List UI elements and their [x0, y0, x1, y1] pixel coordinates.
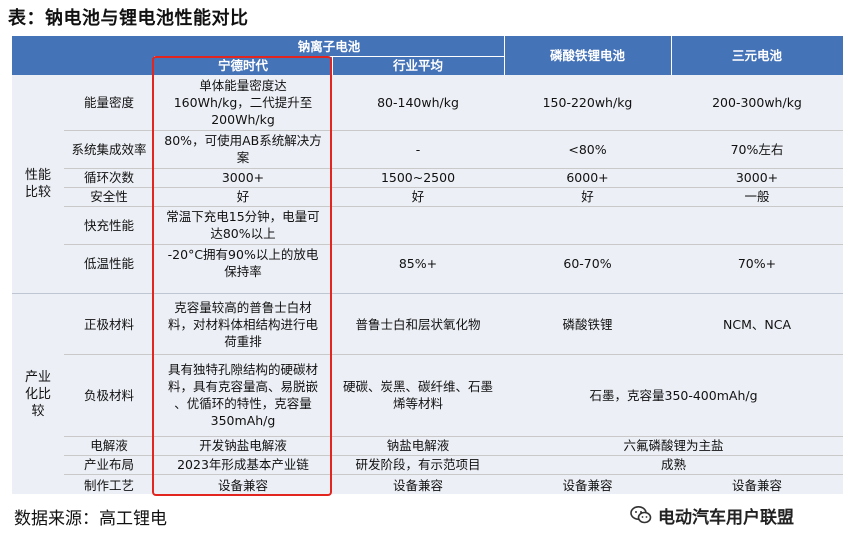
cell-catl: 开发钠盐电解液 — [199, 438, 287, 453]
cell-industry: 85%+ — [398, 255, 438, 271]
cell-lfp: 设备兼容 — [562, 477, 613, 493]
row-label: 能量密度 — [83, 95, 134, 110]
cell-lfp — [504, 206, 671, 244]
cell-ternary: NCM、NCA — [723, 316, 791, 332]
cell-catl: 单体能量密度达 160Wh/kg，二代提升至 200Wh/kg — [173, 78, 313, 127]
cell-industry: 普鲁士白和层状氧化物 — [355, 316, 481, 332]
row-label: 循环次数 — [83, 170, 134, 185]
header-sodium: 钠离子电池 — [154, 36, 504, 56]
group-performance: 性能 比较 — [24, 168, 51, 200]
cell-industry: 研发阶段，有示范项目 — [355, 457, 481, 472]
row-divider — [64, 436, 843, 437]
cell-catl: 克容量较高的普鲁士白材 料，对材料体相结构进行电 荷重排 — [167, 299, 318, 349]
cell-ternary: 70%+ — [737, 255, 777, 271]
header-metric — [64, 36, 154, 75]
cell-ternary: 3000+ — [735, 170, 779, 185]
cell-catl: 3000+ — [221, 170, 265, 185]
brand-name: 电动汽车用户联盟 — [658, 507, 794, 528]
cell-ternary: 一般 — [744, 189, 770, 204]
row-divider — [64, 244, 843, 245]
cell-industry: 好 — [411, 189, 425, 204]
row-label: 系统集成效率 — [71, 141, 147, 157]
row-divider — [64, 455, 843, 456]
cell-lfp: 6000+ — [566, 170, 609, 185]
cell-industry: - — [415, 141, 421, 157]
header-industry: 行业平均 — [332, 56, 504, 75]
row-label: 低温性能 — [83, 255, 134, 271]
cell-ternary: 70%左右 — [730, 141, 784, 157]
wechat-icon — [630, 506, 652, 524]
cell-industry: 硬碳、炭黑、碳纤维、石墨 烯等材料 — [342, 379, 493, 411]
cell-lfp: 60-70% — [563, 255, 612, 271]
row-divider — [64, 474, 843, 475]
cell-catl: 2023年形成基本产业链 — [177, 457, 309, 472]
cell-lithium-merged: 石墨，克容量350-400mAh/g — [589, 387, 758, 403]
header-catl: 宁德时代 — [154, 56, 332, 75]
group-separator — [12, 293, 843, 294]
header-ternary: 三元电池 — [671, 36, 843, 75]
cell-lfp: 150-220wh/kg — [542, 95, 633, 110]
cell-lfp: 好 — [581, 189, 594, 204]
row-divider — [64, 354, 843, 355]
row-label: 电解液 — [90, 438, 128, 453]
cell-catl: 80%，可使用AB系统解决方 案 — [164, 133, 322, 165]
cell-catl: -20°C拥有90%以上的放电 保持率 — [167, 247, 319, 279]
cell-industry: 设备兼容 — [392, 477, 443, 493]
header-lfp: 磷酸铁锂电池 — [504, 36, 671, 75]
row-label: 制作工艺 — [83, 477, 134, 493]
cell-industry: 钠盐电解液 — [386, 438, 450, 453]
cell-ternary — [671, 206, 843, 244]
table-title: 表：钠电池与锂电池性能对比 — [8, 8, 249, 29]
cell-catl: 好 — [236, 189, 250, 204]
row-label: 正极材料 — [83, 316, 134, 332]
cell-lfp: <80% — [568, 141, 607, 157]
cell-lfp: 磷酸铁锂 — [562, 316, 613, 332]
cell-catl: 设备兼容 — [217, 477, 268, 493]
row-label: 产业布局 — [83, 457, 134, 472]
cell-ternary: 设备兼容 — [731, 477, 782, 493]
data-source: 数据来源：高工锂电 — [14, 509, 167, 529]
cell-industry: 1500~2500 — [380, 170, 456, 185]
cell-lithium-merged: 六氟磷酸锂为主盐 — [623, 438, 724, 453]
cell-catl: 常温下充电15分钟，电量可 达80%以上 — [166, 209, 320, 241]
cell-ternary: 200-300wh/kg — [712, 95, 802, 110]
row-divider — [64, 187, 843, 188]
cell-industry: 80-140wh/kg — [377, 95, 459, 110]
group-industrial: 产业 化比 较 — [24, 369, 51, 419]
row-divider — [64, 168, 843, 169]
cell-lithium-merged: 成熟 — [660, 457, 686, 472]
row-label: 安全性 — [90, 189, 128, 204]
comparison-table: 钠离子电池 宁德时代 行业平均 磷酸铁锂电池 三元电池 性能 比较 产业 化比 … — [12, 36, 843, 494]
row-label: 负极材料 — [83, 387, 134, 403]
cell-industry — [332, 206, 504, 244]
row-label: 快充性能 — [83, 217, 134, 233]
brand-watermark: 电动汽车用户联盟 — [630, 502, 794, 528]
table-body-bg — [12, 75, 843, 494]
row-divider — [64, 206, 843, 207]
cell-catl: 具有独特孔隙结构的硬碳材 料，具有克容量高、易脱嵌 、优循环的特性，克容量 35… — [167, 362, 318, 428]
row-divider — [64, 130, 843, 131]
header-corner — [12, 36, 64, 75]
